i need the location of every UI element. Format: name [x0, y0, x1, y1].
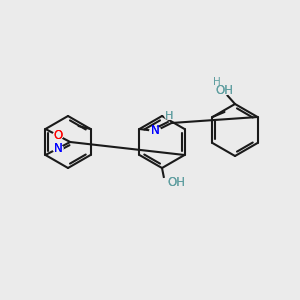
Ellipse shape — [53, 145, 63, 152]
Text: N: N — [151, 124, 160, 137]
Ellipse shape — [160, 178, 174, 188]
Text: OH: OH — [215, 83, 233, 97]
Text: H: H — [213, 77, 221, 87]
Text: N: N — [53, 142, 62, 155]
Text: OH: OH — [167, 176, 185, 190]
Text: OH: OH — [215, 83, 233, 97]
Ellipse shape — [165, 113, 174, 119]
Ellipse shape — [218, 85, 231, 95]
Ellipse shape — [160, 178, 174, 188]
Text: N: N — [151, 124, 160, 137]
Ellipse shape — [150, 127, 161, 135]
Text: O: O — [53, 129, 62, 142]
Ellipse shape — [150, 127, 161, 135]
Ellipse shape — [53, 132, 63, 139]
Ellipse shape — [218, 85, 231, 95]
Text: OH: OH — [167, 176, 185, 190]
Text: H: H — [165, 111, 174, 121]
Text: H: H — [165, 111, 174, 121]
Ellipse shape — [165, 113, 174, 119]
Ellipse shape — [53, 145, 63, 152]
Text: O: O — [53, 129, 62, 142]
Text: N: N — [53, 142, 62, 155]
Ellipse shape — [53, 132, 63, 139]
